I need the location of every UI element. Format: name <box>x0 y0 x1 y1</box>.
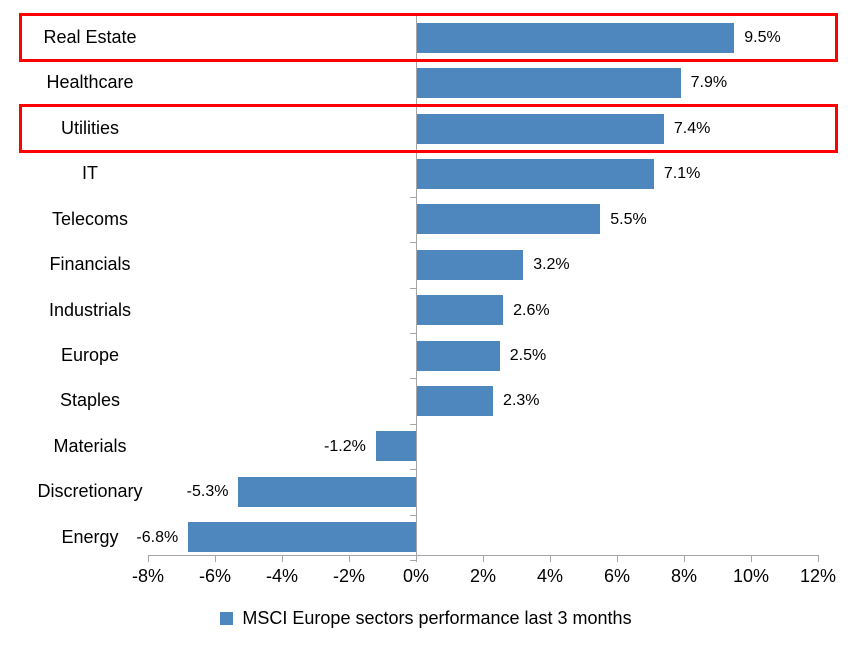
bar-healthcare <box>416 68 681 99</box>
category-tick <box>410 560 416 561</box>
value-axis-label: 0% <box>402 566 429 586</box>
bar-europe <box>416 340 500 371</box>
legend-swatch-icon <box>220 612 234 625</box>
category-label-it: IT <box>82 163 98 184</box>
bar-financials <box>416 249 524 280</box>
value-label-materials: -1.2% <box>324 437 366 455</box>
value-tick <box>483 555 484 562</box>
category-label-real-estate: Real Estate <box>43 27 137 47</box>
value-axis-label: 10% <box>732 566 770 586</box>
value-tick <box>550 555 551 562</box>
category-label-materials: Materials <box>53 435 127 456</box>
bar-telecoms <box>416 204 601 235</box>
value-label-utilities: 7.4% <box>673 119 711 137</box>
bar-staples <box>416 386 494 417</box>
value-label-industrials: 2.6% <box>513 301 550 319</box>
value-tick <box>349 555 350 562</box>
value-tick <box>416 555 417 562</box>
value-label-healthcare: 7.9% <box>690 74 728 92</box>
category-tick <box>410 378 416 380</box>
bar-energy <box>188 522 416 553</box>
value-axis-label: 6% <box>603 566 630 586</box>
legend: MSCI Europe sectors performance last 3 m… <box>0 608 852 629</box>
value-label-europe: 2.5% <box>509 346 547 364</box>
category-tick <box>410 423 416 425</box>
value-label-energy: -6.8% <box>136 528 179 546</box>
bar-materials <box>375 431 416 462</box>
category-tick <box>410 332 416 334</box>
highlight-box-utilities <box>19 103 838 154</box>
value-axis-label: -4% <box>265 566 298 586</box>
value-axis-label: 2% <box>469 566 496 586</box>
value-tick <box>751 555 752 562</box>
category-label-energy: Energy <box>61 526 119 547</box>
value-tick <box>684 555 685 562</box>
value-label-financials: 3.2% <box>533 256 570 274</box>
value-tick <box>282 555 283 562</box>
value-label-real-estate: 9.5% <box>744 29 781 46</box>
category-label-europe: Europe <box>60 344 120 365</box>
legend-label: MSCI Europe sectors performance last 3 m… <box>242 608 632 628</box>
category-label-discretionary: Discretionary <box>37 481 143 502</box>
value-tick <box>215 555 216 562</box>
category-axis-line <box>416 15 417 555</box>
category-label-telecoms: Telecoms <box>51 208 129 229</box>
value-axis-label: 8% <box>670 566 697 586</box>
value-tick <box>617 555 618 562</box>
category-tick <box>410 287 416 289</box>
category-label-industrials: Industrials <box>48 299 132 320</box>
bar-industrials <box>416 295 504 326</box>
value-tick <box>818 555 819 562</box>
bar-utilities <box>416 113 664 144</box>
category-label-financials: Financials <box>49 254 131 275</box>
value-axis-label: 12% <box>799 566 837 586</box>
value-axis-label: -8% <box>131 566 164 586</box>
category-label-staples: Staples <box>59 390 121 411</box>
category-label-healthcare: Healthcare <box>46 72 134 93</box>
category-label-utilities: Utilities <box>60 117 119 138</box>
highlight-box-real-estate <box>19 13 838 63</box>
value-label-staples: 2.3% <box>503 392 540 410</box>
category-tick <box>410 196 416 198</box>
category-tick <box>410 242 416 244</box>
value-label-telecoms: 5.5% <box>610 210 647 228</box>
category-tick <box>410 514 416 516</box>
value-axis-label: -2% <box>332 566 365 586</box>
value-tick <box>148 555 149 562</box>
value-label-it: 7.1% <box>663 165 701 183</box>
value-axis-label: 4% <box>536 566 563 586</box>
bar-it <box>416 158 654 189</box>
category-tick <box>410 469 416 471</box>
value-axis-label: -6% <box>198 566 231 586</box>
bar-real-estate <box>416 22 735 53</box>
bar-discretionary <box>238 476 416 507</box>
value-label-discretionary: -5.3% <box>186 483 229 501</box>
